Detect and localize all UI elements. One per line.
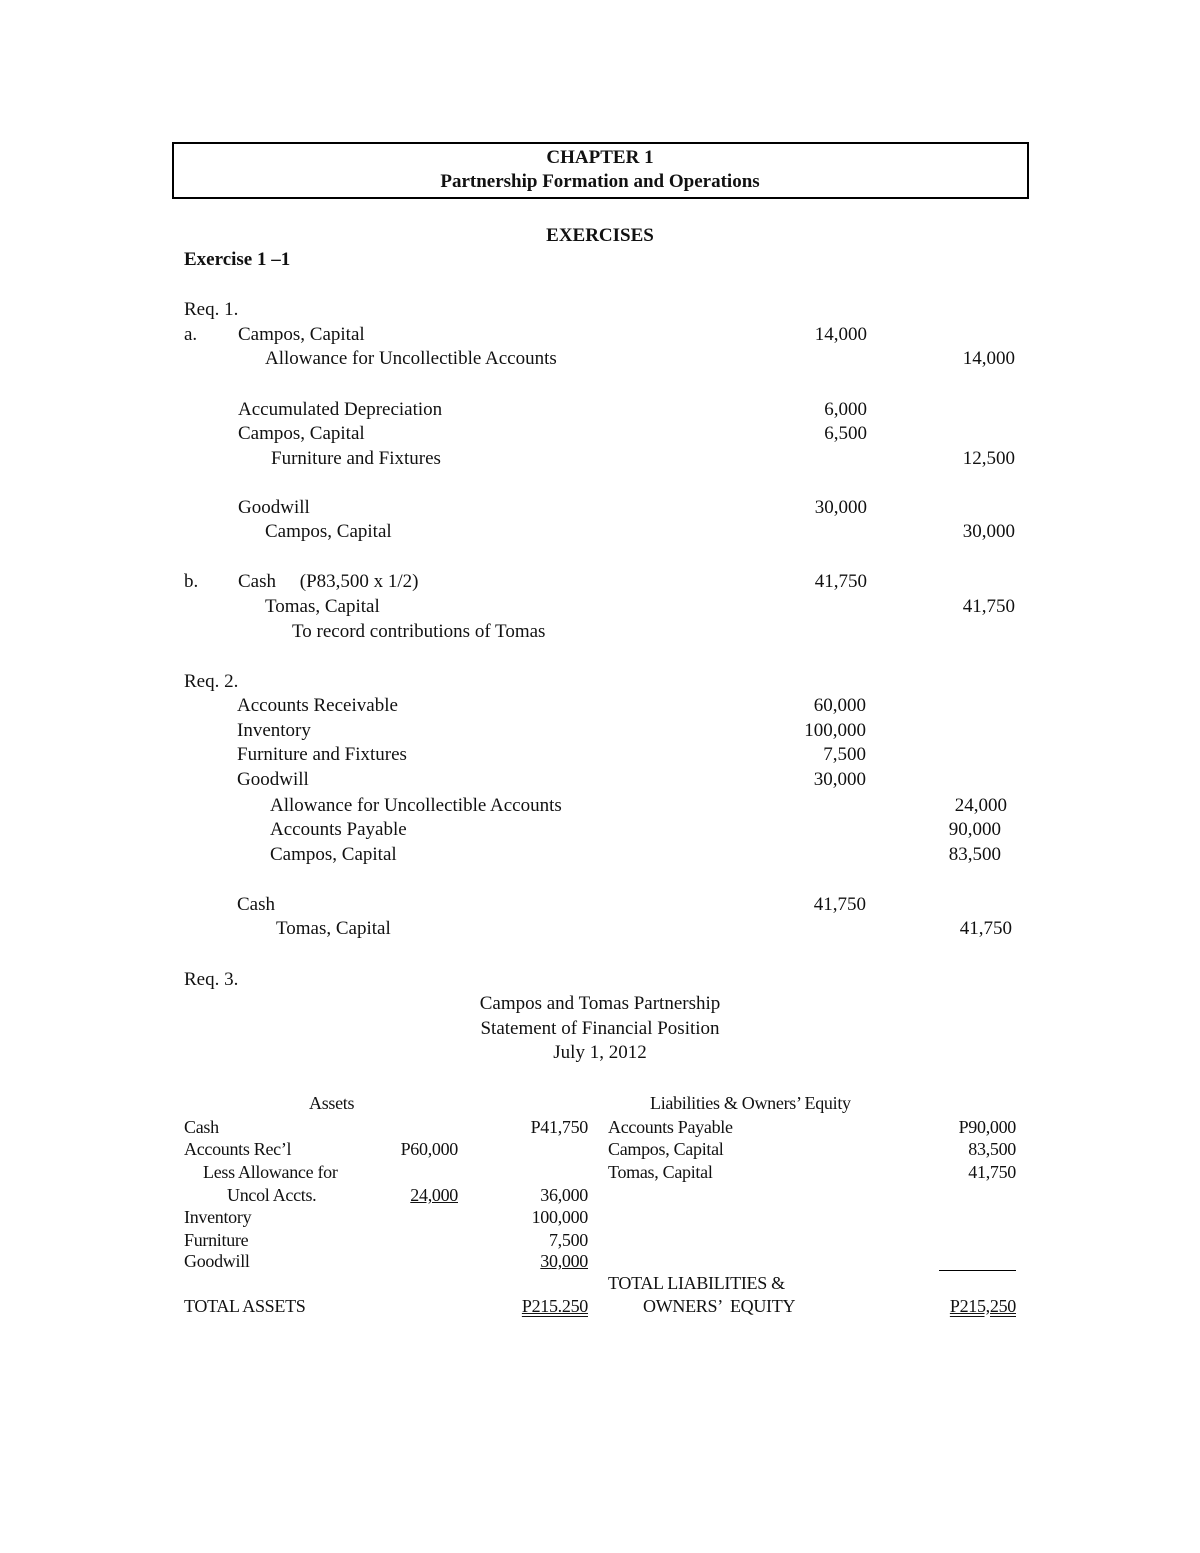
asset-label: Accounts Rec’l — [184, 1139, 292, 1159]
entry-account: Goodwill — [237, 769, 309, 790]
entry-account: Inventory — [237, 720, 311, 741]
entry-credit: 30,000 — [962, 521, 1015, 542]
asset-label: Furniture — [184, 1230, 249, 1250]
entry-account: Campos, Capital — [238, 324, 365, 345]
chapter-subtitle: Partnership Formation and Operations — [440, 171, 760, 192]
entry-account: Accounts Payable — [270, 819, 407, 840]
entry-account: Allowance for Uncollectible Accounts — [265, 348, 557, 369]
asset-subamount: P60,000 — [400, 1139, 459, 1159]
entry-debit: 6,500 — [824, 423, 867, 444]
req3-label: Req. 3. — [184, 969, 239, 990]
entry-credit: 14,000 — [962, 348, 1015, 369]
liability-label: Campos, Capital — [608, 1139, 724, 1159]
entry-credit: 12,500 — [962, 448, 1015, 469]
entry-account: Allowance for Uncollectible Accounts — [270, 795, 562, 816]
req2-label: Req. 2. — [184, 671, 239, 692]
exercises-heading: EXERCISES — [546, 225, 654, 246]
statement-entity: Campos and Tomas Partnership — [479, 993, 721, 1014]
entry-account: Furniture and Fixtures — [237, 744, 407, 765]
asset-amount: 100,000 — [531, 1207, 589, 1227]
asset-amount: 7,500 — [548, 1230, 588, 1250]
liability-label: Accounts Payable — [608, 1117, 733, 1137]
entry-account: Accumulated Depreciation — [238, 399, 443, 420]
entry-debit: 60,000 — [813, 695, 866, 716]
rule-line — [939, 1270, 1016, 1271]
liability-amount: P90,000 — [958, 1117, 1017, 1137]
entry-account: Tomas, Capital — [276, 918, 391, 939]
entry-account: Accounts Receivable — [237, 695, 398, 716]
asset-label: Uncol Accts. — [227, 1185, 317, 1205]
chapter-header-box — [172, 142, 1029, 199]
entry-account: Campos, Capital — [270, 844, 397, 865]
req1-b-label: b. — [184, 571, 199, 592]
entry-account: Furniture and Fixtures — [271, 448, 441, 469]
entry-debit: 41,750 — [814, 571, 867, 592]
entry-debit: 7,500 — [823, 744, 866, 765]
asset-label: Inventory — [184, 1207, 252, 1227]
asset-subamount: 24,000 — [410, 1185, 458, 1205]
entry-debit: 41,750 — [813, 894, 866, 915]
chapter-title: CHAPTER 1 — [546, 147, 654, 168]
entry-account: Tomas, Capital — [265, 596, 380, 617]
liabilities-heading: Liabilities & Owners’ Equity — [650, 1093, 851, 1113]
entry-account: Campos, Capital — [238, 423, 365, 444]
total-assets-amount: P215.250 — [521, 1296, 588, 1316]
entry-credit: 41,750 — [959, 918, 1012, 939]
entry-credit: 90,000 — [948, 819, 1001, 840]
total-equity-label: OWNERS’ EQUITY — [643, 1296, 796, 1316]
assets-heading: Assets — [309, 1093, 355, 1113]
asset-label: Cash — [184, 1117, 219, 1137]
asset-label: Less Allowance for — [203, 1162, 338, 1182]
statement-date: July 1, 2012 — [553, 1042, 647, 1063]
total-liabilities-amount: P215,250 — [949, 1296, 1016, 1316]
statement-title: Statement of Financial Position — [480, 1018, 720, 1039]
entry-debit: 30,000 — [813, 769, 866, 790]
req1-label: Req. 1. — [184, 299, 239, 320]
entry-debit: 30,000 — [814, 497, 867, 518]
entry-credit: 24,000 — [954, 795, 1007, 816]
asset-amount: P41,750 — [530, 1117, 589, 1137]
entry-debit: 100,000 — [804, 720, 866, 741]
entry-account: Cash — [237, 894, 275, 915]
total-liabilities-label: TOTAL LIABILITIES & — [608, 1273, 785, 1293]
entry-credit: 83,500 — [948, 844, 1001, 865]
total-assets-label: TOTAL ASSETS — [184, 1296, 306, 1316]
req1-a-label: a. — [184, 324, 198, 345]
entry-credit: 41,750 — [962, 596, 1015, 617]
exercise-title: Exercise 1 –1 — [184, 249, 291, 270]
asset-amount: 36,000 — [540, 1185, 588, 1205]
entry-account: Cash (P83,500 x 1/2) — [238, 571, 419, 592]
asset-label: Goodwill — [184, 1251, 250, 1271]
entry-debit: 14,000 — [814, 324, 867, 345]
entry-account: Campos, Capital — [265, 521, 392, 542]
liability-label: Tomas, Capital — [608, 1162, 713, 1182]
asset-amount: 30,000 — [540, 1251, 588, 1271]
liability-amount: 83,500 — [968, 1139, 1016, 1159]
entry-account: Goodwill — [238, 497, 310, 518]
entry-explanation: To record contributions of Tomas — [292, 621, 546, 642]
entry-debit: 6,000 — [824, 399, 867, 420]
liability-amount: 41,750 — [968, 1162, 1016, 1182]
